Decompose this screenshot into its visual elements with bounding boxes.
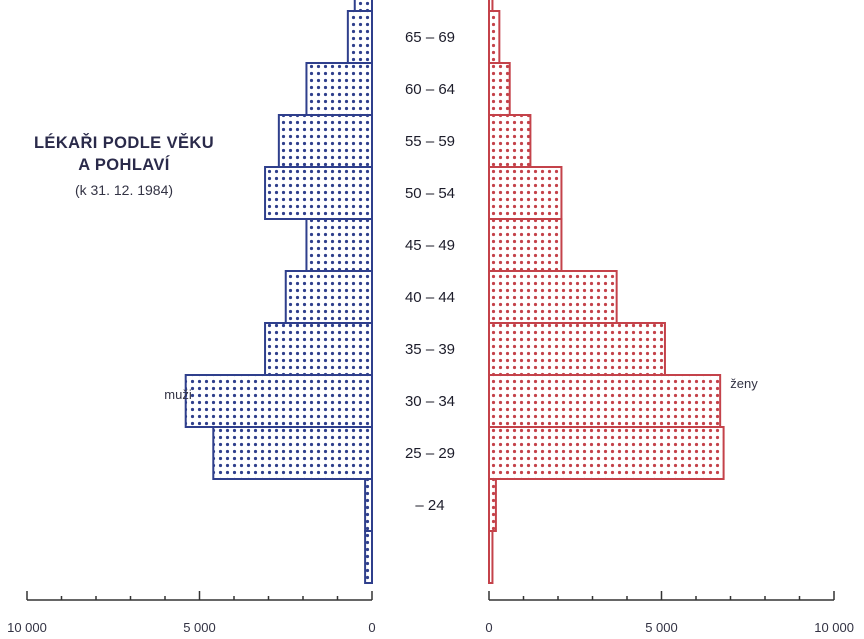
series-label-male: muži [164,387,192,402]
bars-layer [184,0,725,584]
axes-layer [26,591,835,601]
chart-subtitle: (k 31. 12. 1984) [74,182,174,198]
age-group-label-7: 50 – 54 [405,185,455,202]
labels-layer: – 24 25 – 29 30 – 34 35 – 39 40 – 44 45 – 49 5… [7,29,854,635]
bar-female-4 [488,322,666,376]
bar-female-8 [488,114,532,168]
age-group-label-1: – 24 [415,497,444,514]
bar-female-3 [488,374,722,428]
bar-male-11 [353,0,373,12]
left-tick-label: 5 000 [183,620,216,635]
bar-female-9 [488,62,511,116]
bar-male-6 [305,218,374,272]
bar-female-5 [488,270,618,324]
age-group-label-10: 65 – 69 [405,29,455,46]
age-group-label-6: 45 – 49 [405,237,455,254]
bar-male-0 [364,530,374,584]
right-tick-label: 0 [485,620,492,635]
left-tick-label: 0 [368,620,375,635]
bar-male-9 [305,62,374,116]
age-group-label-8: 55 – 59 [405,133,455,150]
left-tick-label: 10 000 [7,620,47,635]
chart-title-line-2: A POHLAVÍ [78,156,170,174]
bar-female-6 [488,218,563,272]
right-tick-label: 10 000 [814,620,854,635]
age-group-label-2: 25 – 29 [405,445,455,462]
age-group-label-9: 60 – 64 [405,81,455,98]
bar-male-7 [264,166,373,220]
right-tick-label: 5 000 [645,620,678,635]
bar-female-7 [488,166,563,220]
bar-female-11 [488,0,494,12]
age-group-label-5: 40 – 44 [405,289,455,306]
bar-female-1 [488,478,497,532]
bar-male-2 [212,426,373,480]
bar-male-3 [184,374,373,428]
age-group-label-3: 30 – 34 [405,393,455,410]
bar-female-10 [488,10,501,64]
bar-male-5 [284,270,373,324]
bar-female-0 [488,530,494,584]
bar-male-1 [364,478,374,532]
bar-female-2 [488,426,725,480]
chart-title-block: LÉKAŘI PODLE VĚKU A POHLAVÍ (k 31. 12. 1… [8,132,240,198]
bar-male-8 [277,114,374,168]
chart-title-line-1: LÉKAŘI PODLE VĚKU [33,134,215,152]
series-label-female: ženy [730,376,758,391]
bar-male-10 [346,10,374,64]
age-group-label-4: 35 – 39 [405,341,455,358]
bar-male-4 [264,322,373,376]
